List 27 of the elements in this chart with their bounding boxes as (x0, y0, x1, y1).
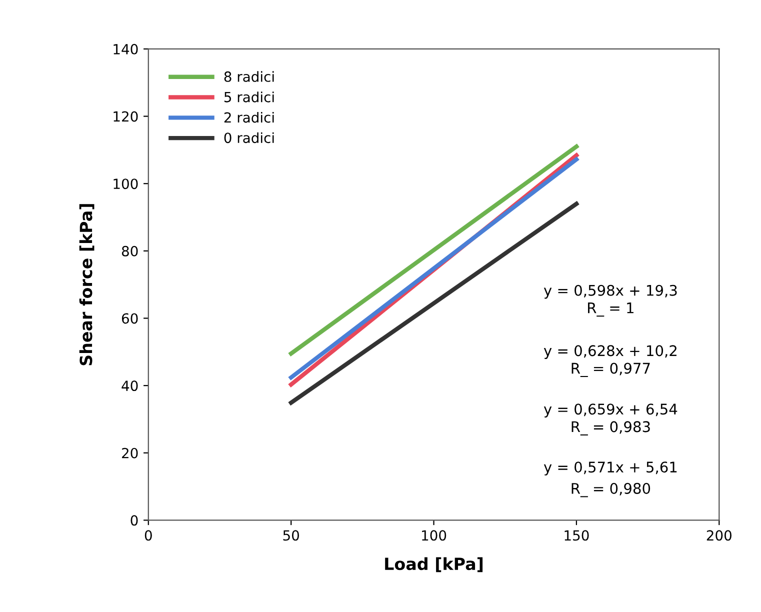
legend-label: 8 radici (224, 71, 274, 82)
annotation: y = 0,628x + 10,2 (544, 345, 676, 360)
y-tick-label: 80 (122, 246, 138, 256)
y-axis-title: Shear force [kPa] (79, 204, 94, 366)
x-tick-label: 50 (283, 530, 299, 541)
y-tick-label: 0 (130, 515, 138, 526)
y-tick-label: 60 (122, 313, 138, 324)
y-tick-label: 20 (122, 448, 138, 458)
y-tick-label: 40 (122, 380, 138, 392)
annotation: y = 0,571x + 5,61 (544, 462, 677, 476)
annotation: R_ = 1 (588, 302, 634, 317)
y-tick-label: 140 (114, 44, 138, 54)
y-tick-label: 100 (114, 178, 138, 190)
x-tick-label: 100 (422, 530, 446, 541)
legend-label: 2 radici (224, 112, 274, 123)
annotation: R_ = 0,977 (572, 362, 650, 378)
legend-label: 5 radici (224, 92, 274, 102)
annotation: y = 0,659x + 6,54 (544, 404, 678, 418)
x-tick-label: 150 (564, 530, 589, 541)
x-tick-label: 0 (144, 530, 152, 541)
x-tick-label: 200 (706, 530, 732, 541)
y-tick-label: 120 (114, 111, 138, 122)
legend-label: 0 radici (224, 132, 274, 144)
x-axis-title: Load [kPa] (385, 557, 483, 572)
annotation: y = 0,598x + 19,3 (544, 284, 677, 299)
annotation: R_ = 0,983 (572, 421, 650, 436)
annotation: R_ = 0,980 (572, 482, 650, 498)
